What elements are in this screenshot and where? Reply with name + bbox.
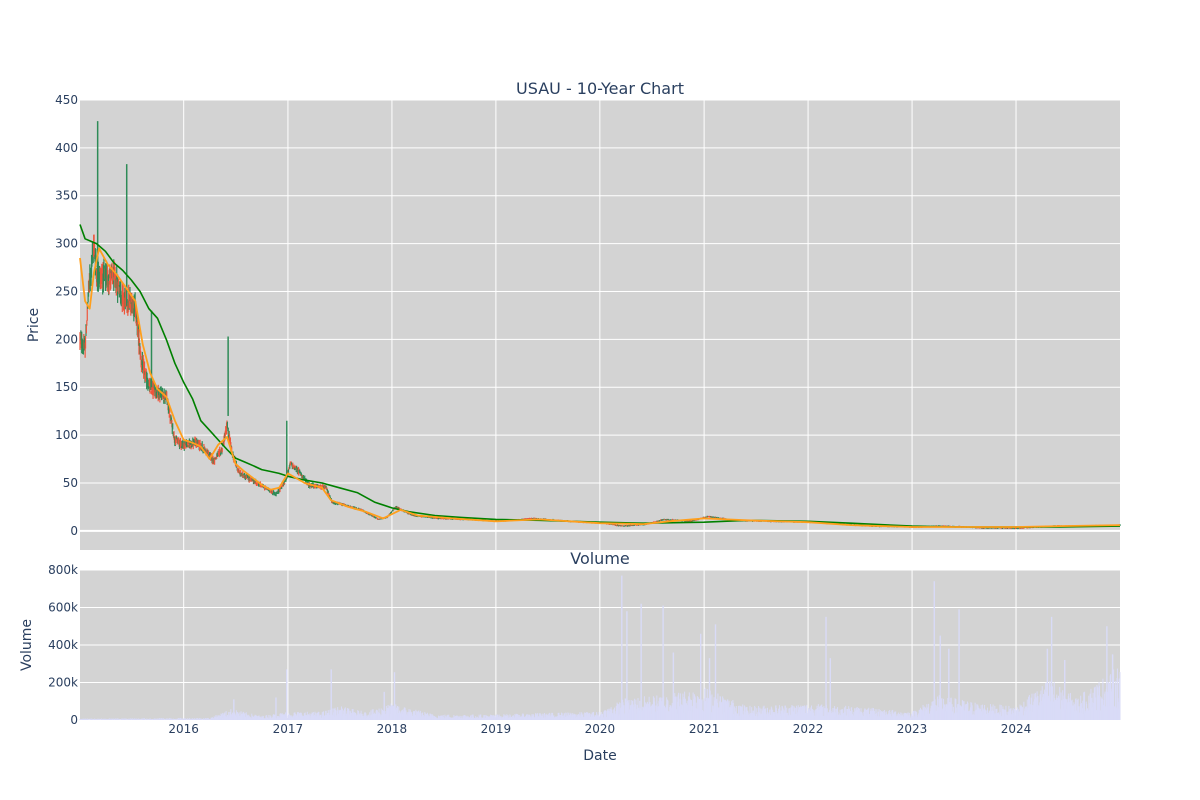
x-tick-label: 2021 bbox=[689, 722, 720, 736]
volume-y-tick-label: 800k bbox=[48, 563, 78, 577]
price-y-tick-label: 400 bbox=[55, 141, 78, 155]
x-tick-label: 2019 bbox=[481, 722, 512, 736]
long-moving-average-line bbox=[79, 224, 1121, 528]
x-tick-label: 2023 bbox=[897, 722, 928, 736]
x-tick-label: 2024 bbox=[1001, 722, 1032, 736]
volume-axis-title: Volume bbox=[19, 619, 35, 671]
price-y-tick-label: 100 bbox=[55, 428, 78, 442]
chart-title: USAU - 10-Year Chart bbox=[516, 79, 684, 98]
price-axis-title: Price bbox=[26, 308, 42, 342]
price-gridlines bbox=[80, 99, 1120, 550]
x-tick-label: 2020 bbox=[585, 722, 616, 736]
volume-y-tick-label: 200k bbox=[48, 676, 78, 690]
volume-y-tick-label: 0 bbox=[70, 713, 78, 727]
price-y-tick-label: 50 bbox=[63, 476, 78, 490]
price-y-tick-label: 200 bbox=[55, 332, 78, 346]
price-y-tick-label: 0 bbox=[70, 524, 78, 538]
x-tick-label: 2016 bbox=[168, 722, 199, 736]
x-tick-label: 2017 bbox=[273, 722, 304, 736]
price-y-tick-label: 450 bbox=[55, 93, 78, 107]
price-y-tick-label: 300 bbox=[55, 237, 78, 251]
x-tick-label: 2022 bbox=[793, 722, 824, 736]
short-moving-average-line bbox=[79, 247, 1121, 528]
volume-y-tick-label: 400k bbox=[48, 638, 78, 652]
volume-panel-title: Volume bbox=[570, 549, 630, 568]
price-y-tick-label: 150 bbox=[55, 380, 78, 394]
volume-bars bbox=[79, 575, 1121, 720]
moving-average-lines bbox=[79, 224, 1121, 528]
volume-y-tick-label: 600k bbox=[48, 601, 78, 615]
date-axis-title: Date bbox=[583, 748, 616, 764]
price-y-tick-labels: 0 50 100 150 200 250 300 350 400 450 bbox=[55, 93, 78, 538]
price-y-tick-label: 350 bbox=[55, 189, 78, 203]
date-x-tick-labels: 2016 2017 2018 2019 2020 2021 2022 2023 2024 bbox=[168, 722, 1031, 736]
x-tick-label: 2018 bbox=[377, 722, 408, 736]
volume-y-tick-labels: 0 200k 400k 600k 800k bbox=[48, 563, 78, 727]
price-y-tick-label: 250 bbox=[55, 284, 78, 298]
